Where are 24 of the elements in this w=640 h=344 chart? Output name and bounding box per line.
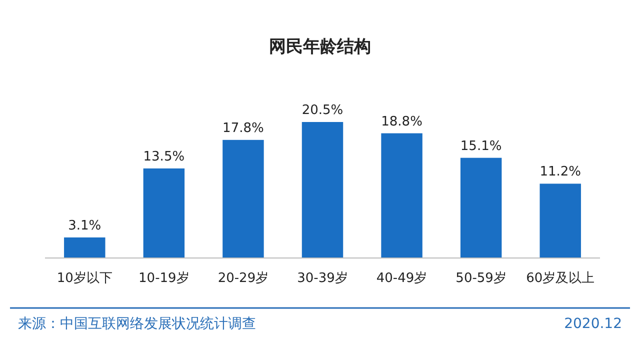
data-label: 15.1% (460, 138, 502, 154)
bar (540, 184, 581, 258)
bar (222, 140, 264, 258)
data-label: 11.2% (540, 164, 582, 180)
bar (143, 168, 185, 258)
bar (64, 237, 106, 258)
bar (381, 133, 422, 258)
data-label: 18.8% (381, 114, 422, 130)
text: 2020.12 (564, 316, 622, 332)
data-label: 20.5% (302, 103, 344, 118)
data-label: 13.5% (143, 149, 185, 164)
data-label: 17.8% (222, 120, 264, 136)
x-tick-label: 40-49岁 (376, 271, 428, 286)
x-tick-label: 30-39岁 (297, 271, 348, 286)
bar (302, 122, 344, 258)
x-tick-label: 50-59岁 (456, 271, 506, 286)
data-label: 3.1% (68, 218, 102, 234)
x-tick-label: 60岁及以上 (526, 271, 595, 286)
x-tick-label: 10-19岁 (138, 271, 190, 286)
bar (460, 158, 502, 258)
chart-title: 网民年龄结构 (269, 37, 371, 57)
source-note: 来源：中国互联网络发展状况统计调查 (18, 316, 256, 332)
x-tick-label: 10岁以下 (56, 271, 112, 286)
x-tick-label: 20-29岁 (218, 271, 269, 286)
